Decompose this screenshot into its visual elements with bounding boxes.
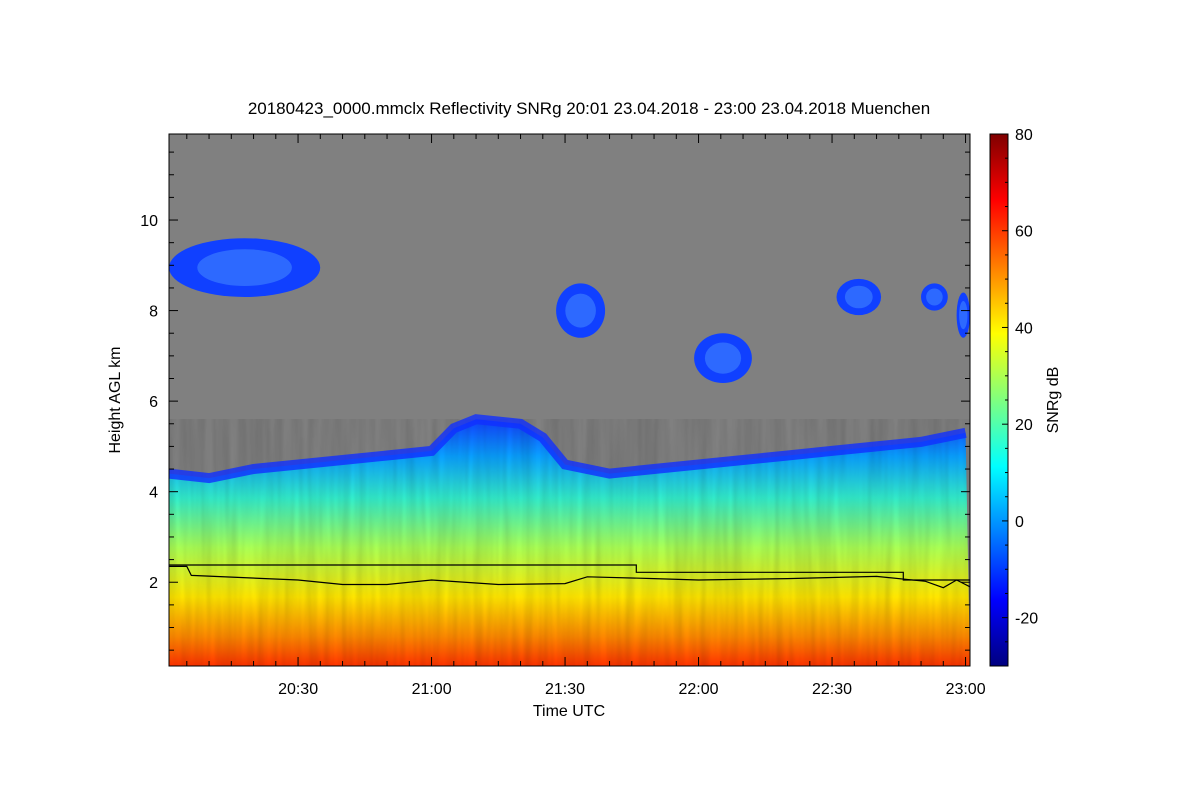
- colorbar-tick-label: 80: [1015, 127, 1033, 144]
- colorbar-tick-label: 40: [1015, 321, 1033, 338]
- upper-cloud-core: [926, 288, 943, 306]
- chart-title: 20180423_0000.mmclx Reflectivity SNRg 20…: [248, 99, 930, 118]
- upper-cloud-core: [197, 249, 292, 286]
- upper-cloud-core: [565, 293, 596, 328]
- x-tick-label: 22:00: [678, 681, 718, 698]
- y-tick-label: 10: [140, 213, 158, 230]
- upper-cloud-core: [959, 301, 968, 330]
- y-axis-label: Height AGL km: [107, 346, 124, 453]
- y-axis: 2 4 6 8 10: [140, 151, 970, 651]
- x-tick-label: 20:30: [278, 681, 318, 698]
- y-tick-label: 6: [149, 394, 158, 411]
- colorbar-tick-label: 20: [1015, 417, 1033, 434]
- colorbar-tick-label: -20: [1015, 611, 1038, 628]
- x-tick-label: 21:00: [412, 681, 452, 698]
- colorbar-tick-label: 60: [1015, 224, 1033, 241]
- y-tick-label: 2: [149, 575, 158, 592]
- x-axis: 20:30 21:00 21:30 22:00 22:30 23:00: [186, 134, 986, 698]
- cloud-top-edge: [168, 414, 967, 484]
- cloud-texture: [169, 419, 970, 666]
- series-line-2: [169, 564, 970, 581]
- x-axis-label: Time UTC: [533, 703, 605, 720]
- y-tick-label: 4: [149, 485, 158, 502]
- x-tick-label: 23:00: [946, 681, 986, 698]
- colorbar-axis: -20 0 20 40 60 80: [1002, 127, 1038, 667]
- plot-frame: [168, 133, 971, 667]
- colorbar-tick-label: 0: [1015, 514, 1024, 531]
- colorbar: -20 0 20 40 60 80 SNRg dB: [989, 127, 1062, 667]
- reflectivity-field: [168, 238, 970, 666]
- upper-cloud-core: [704, 342, 742, 374]
- colorbar-label: SNRg dB: [1045, 367, 1062, 434]
- series-layer: [169, 564, 971, 589]
- series-line-1: [169, 565, 971, 589]
- x-tick-label: 22:30: [812, 681, 852, 698]
- upper-cloud-core: [844, 285, 873, 309]
- plot-area: [168, 133, 971, 667]
- y-tick-label: 8: [149, 304, 158, 321]
- x-tick-label: 21:30: [545, 681, 585, 698]
